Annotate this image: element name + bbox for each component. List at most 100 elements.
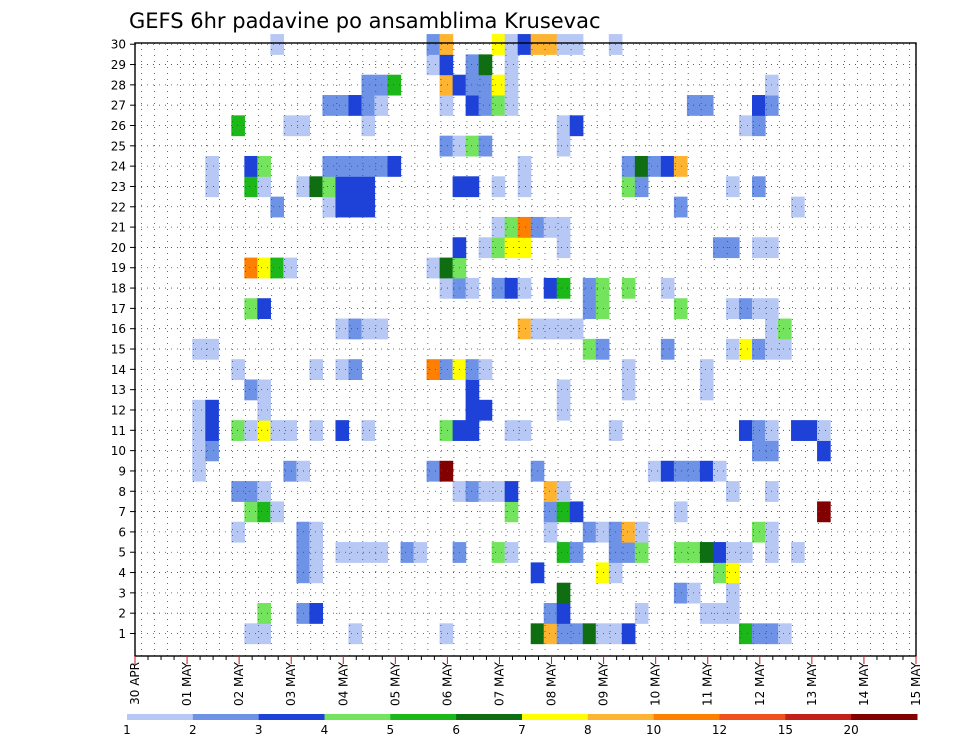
heatmap-cell xyxy=(192,440,206,462)
heatmap-cell xyxy=(621,623,636,645)
heatmap-cell xyxy=(504,54,519,76)
heatmap-cell xyxy=(478,481,493,502)
heatmap-cell xyxy=(725,298,740,320)
heatmap-cell xyxy=(699,95,714,116)
heatmap-cell xyxy=(556,623,571,645)
y-tick-label: 16 xyxy=(111,322,126,336)
heatmap-cell xyxy=(647,155,662,177)
colorbar-label: 12 xyxy=(712,723,727,737)
heatmap-cell xyxy=(465,277,480,299)
heatmap-cell xyxy=(673,196,688,218)
heatmap-cell xyxy=(751,115,766,137)
heatmap-cell xyxy=(231,359,245,380)
heatmap-cell xyxy=(804,420,818,441)
heatmap-cell xyxy=(504,216,519,238)
heatmap-cell xyxy=(335,155,350,177)
heatmap-cell xyxy=(556,481,571,502)
y-tick-label: 18 xyxy=(111,282,126,296)
heatmap-cell xyxy=(634,542,649,563)
heatmap-cell xyxy=(517,420,532,441)
heatmap-cell xyxy=(439,135,454,157)
heatmap-cell xyxy=(556,34,571,55)
heatmap-cell xyxy=(738,338,753,360)
heatmap-cell xyxy=(491,74,506,96)
y-tick-label: 20 xyxy=(111,241,126,255)
heatmap-cell xyxy=(478,54,493,76)
heatmap-cell xyxy=(595,298,610,320)
heatmap-cell xyxy=(504,542,519,563)
heatmap-cell xyxy=(361,196,376,218)
heatmap-cell xyxy=(751,420,766,441)
heatmap-cell xyxy=(621,359,636,380)
heatmap-cell xyxy=(556,135,571,157)
heatmap-cell xyxy=(543,216,558,238)
heatmap-cell xyxy=(361,420,376,441)
heatmap-cell xyxy=(738,298,753,320)
colorbar-label: 8 xyxy=(584,723,592,737)
heatmap-cell xyxy=(725,582,740,604)
heatmap-cell xyxy=(595,623,610,645)
heatmap-cell xyxy=(257,155,271,177)
x-tick-label: 03 MAY xyxy=(284,661,298,706)
heatmap-cell xyxy=(361,115,376,137)
heatmap-cell xyxy=(439,95,454,116)
x-tick-label: 10 MAY xyxy=(649,661,663,706)
heatmap-cell xyxy=(569,501,584,523)
heatmap-cell xyxy=(439,460,454,482)
heatmap-cell xyxy=(634,155,649,177)
colorbar-swatch xyxy=(390,714,457,720)
colorbar-swatch xyxy=(719,714,786,720)
heatmap-cell xyxy=(725,338,740,360)
heatmap-cell xyxy=(517,216,532,238)
heatmap-cell xyxy=(595,338,610,360)
heatmap-cell xyxy=(569,34,584,55)
y-tick-label: 17 xyxy=(111,302,126,316)
chart-title: GEFS 6hr padavine po ansamblima Krusevac xyxy=(129,9,601,33)
heatmap-cell xyxy=(491,237,506,259)
x-tick-label: 08 MAY xyxy=(545,661,559,706)
heatmap-cell xyxy=(699,542,714,563)
heatmap-cell xyxy=(465,481,480,502)
heatmap-cell xyxy=(257,257,271,279)
heatmap-cell xyxy=(244,379,258,401)
heatmap-cell xyxy=(361,155,376,177)
heatmap-cell xyxy=(778,623,792,645)
heatmap-cell xyxy=(465,420,480,441)
heatmap-cell xyxy=(257,603,271,624)
heatmap-cell xyxy=(738,115,753,137)
y-tick-label: 15 xyxy=(111,343,126,357)
colorbar-label: 7 xyxy=(518,723,526,737)
heatmap-cell xyxy=(478,399,493,421)
heatmap-cell xyxy=(348,318,363,340)
heatmap-cell xyxy=(270,34,284,55)
heatmap-cell xyxy=(543,318,558,340)
heatmap-cell xyxy=(439,54,454,76)
heatmap-cell xyxy=(348,623,363,645)
heatmap-cell xyxy=(491,216,506,238)
heatmap-cell xyxy=(491,277,506,299)
heatmap-cell xyxy=(725,542,740,563)
heatmap-cell xyxy=(322,196,337,218)
colorbar-swatch xyxy=(785,714,852,720)
grid-lines xyxy=(135,43,916,656)
heatmap-cell xyxy=(556,379,571,401)
y-axis: 1234567891011121314151617181920212223242… xyxy=(111,38,135,641)
heatmap-cell xyxy=(465,359,480,380)
heatmap-cell xyxy=(192,338,206,360)
heatmap-cell xyxy=(634,176,649,198)
y-tick-label: 12 xyxy=(111,403,126,417)
y-tick-label: 2 xyxy=(118,607,126,621)
y-tick-label: 25 xyxy=(111,139,126,153)
heatmap-cell xyxy=(543,603,558,624)
heatmap-cell xyxy=(699,359,714,380)
heatmap-cell xyxy=(621,176,636,198)
heatmap-cell xyxy=(595,277,610,299)
colorbar-swatch xyxy=(324,714,391,720)
colorbar-label: 1 xyxy=(123,723,131,737)
heatmap-cell xyxy=(387,155,402,177)
heatmap-cell xyxy=(335,196,350,218)
heatmap-cell xyxy=(205,399,219,421)
heatmap-cell xyxy=(712,542,727,563)
y-tick-label: 4 xyxy=(118,566,126,580)
